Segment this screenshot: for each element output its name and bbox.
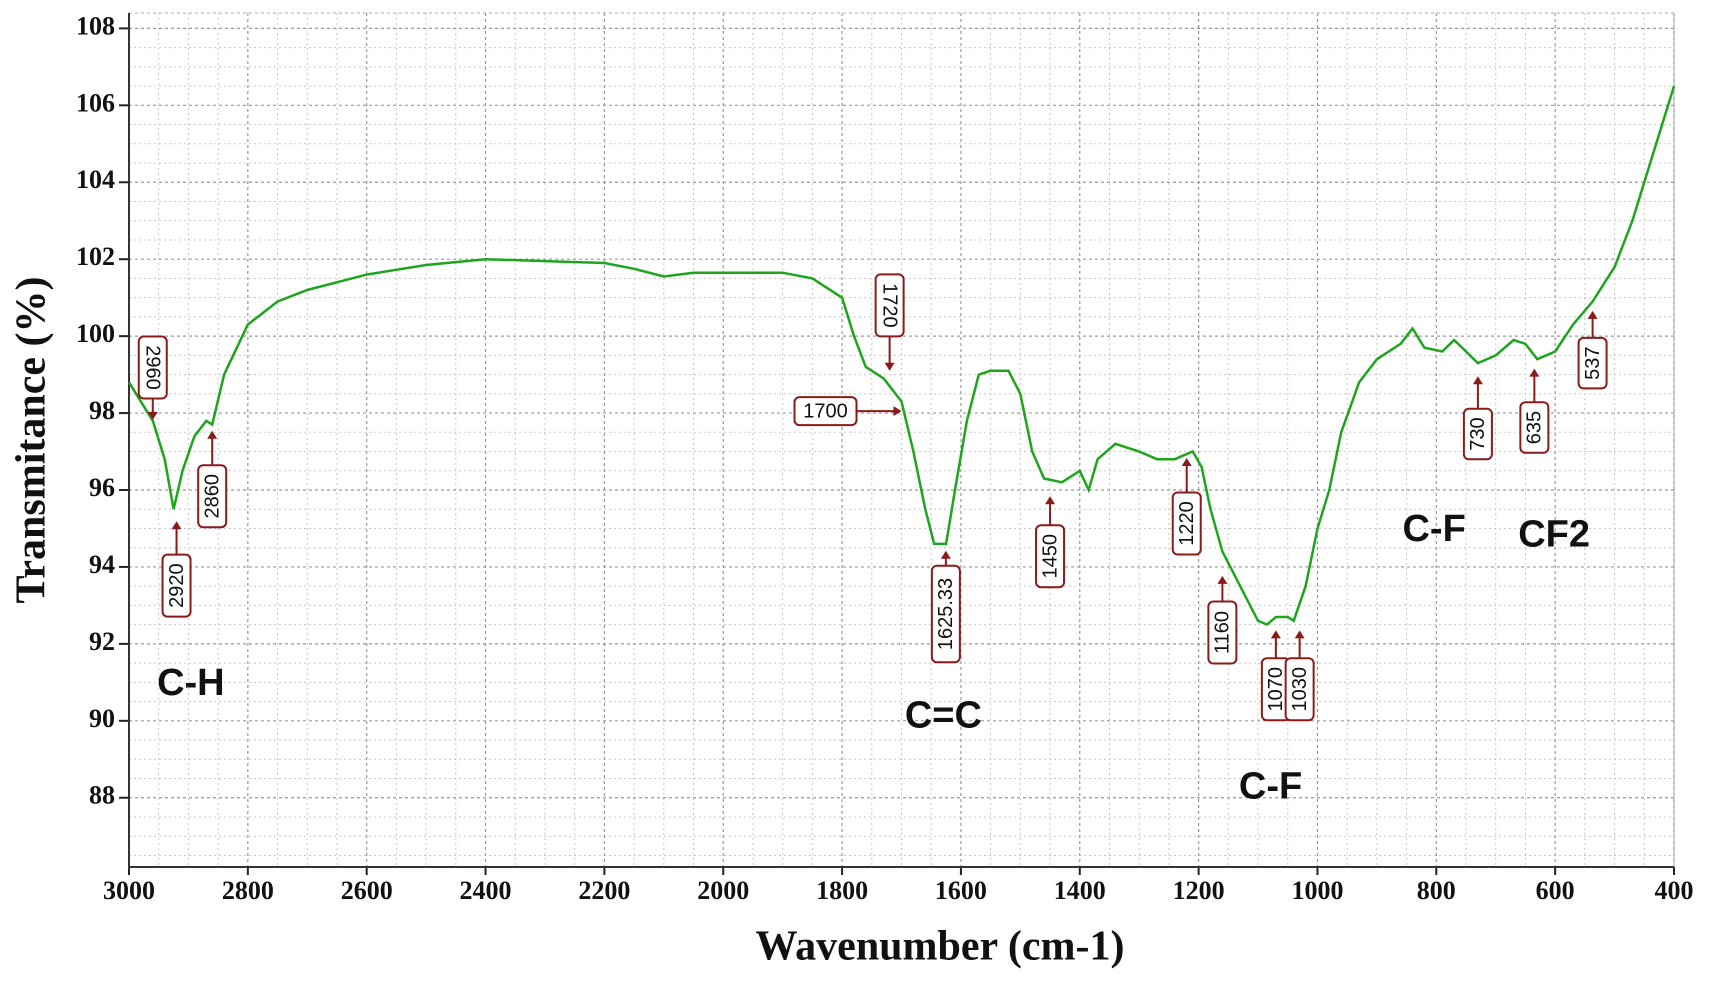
group-label: C=C — [905, 695, 982, 737]
group-label: C-F — [1402, 508, 1465, 550]
peak-arrowhead — [147, 411, 158, 420]
x-tick-label: 800 — [1417, 876, 1456, 905]
peak-arrowhead — [1587, 310, 1598, 319]
y-tick-label: 98 — [89, 396, 115, 425]
x-tick-label: 1800 — [816, 876, 868, 905]
x-tick-label: 2600 — [341, 876, 393, 905]
peak-annotation: 1450 — [1035, 496, 1066, 589]
peak-annotation: 1625.33 — [930, 550, 961, 664]
peak-annotation: 730 — [1462, 376, 1493, 461]
group-label: C-H — [157, 662, 225, 704]
x-tick-label: 2400 — [460, 876, 512, 905]
peak-label: 730 — [1467, 417, 1489, 450]
peak-annotation: 2960 — [137, 335, 168, 420]
peak-arrowhead — [1181, 458, 1192, 467]
peak-arrowhead — [207, 430, 218, 439]
peak-label: 1625.33 — [935, 578, 957, 650]
x-axis-title: Wavenumber (cm-1) — [756, 924, 1125, 970]
x-tick-label: 1600 — [935, 876, 987, 905]
peak-label: 1160 — [1212, 611, 1234, 654]
peak-arrowhead — [940, 550, 951, 559]
peak-annotation: 2860 — [197, 430, 228, 529]
x-tick-label: 2200 — [578, 876, 630, 905]
peak-annotation: 537 — [1577, 310, 1608, 390]
group-label: CF2 — [1518, 514, 1590, 556]
spectrum-line — [127, 85, 1676, 627]
x-tick-label: 2000 — [697, 876, 749, 905]
peak-label: 1700 — [803, 400, 848, 422]
x-tick-label: 1400 — [1054, 876, 1106, 905]
peak-label: 2920 — [166, 563, 188, 608]
peak-annotation: 1160 — [1207, 575, 1238, 665]
y-tick-label: 92 — [89, 627, 115, 656]
x-tick-label: 1200 — [1173, 876, 1225, 905]
peak-label: 1030 — [1289, 667, 1311, 712]
peak-label: 2960 — [141, 345, 163, 390]
x-tick-label: 2800 — [222, 876, 274, 905]
peak-arrowhead — [884, 362, 895, 371]
peak-annotation: 635 — [1519, 368, 1550, 454]
peak-label: 635 — [1524, 411, 1546, 444]
group-label: C-F — [1239, 766, 1302, 808]
peak-arrowhead — [1270, 630, 1281, 639]
peak-arrowhead — [1294, 630, 1305, 639]
peak-arrowhead — [1472, 376, 1483, 385]
peak-annotation: 2920 — [161, 521, 192, 618]
y-tick-label: 108 — [76, 11, 115, 40]
y-tick-label: 106 — [76, 88, 115, 117]
y-tick-label: 104 — [76, 165, 115, 194]
peak-annotation: 1220 — [1171, 458, 1202, 556]
peak-annotation: 1720 — [874, 273, 905, 371]
x-tick-label: 400 — [1655, 876, 1694, 905]
y-tick-label: 100 — [76, 319, 115, 348]
peak-label: 2860 — [201, 474, 223, 519]
peak-annotation: 1030 — [1284, 630, 1315, 722]
y-tick-label: 90 — [89, 704, 115, 733]
y-tick-label: 94 — [89, 550, 115, 579]
peak-arrowhead — [1045, 496, 1056, 505]
peak-label: 1450 — [1039, 534, 1061, 579]
peak-annotation: 1700 — [793, 396, 902, 427]
peak-label: 1720 — [878, 283, 900, 328]
y-axis-title: Transmitance (%) — [9, 277, 55, 604]
peak-arrowhead — [171, 521, 182, 530]
peak-label: 1070 — [1265, 667, 1287, 712]
x-tick-label: 1000 — [1291, 876, 1343, 905]
y-tick-label: 102 — [76, 242, 115, 271]
x-tick-label: 600 — [1536, 876, 1575, 905]
peak-label: 537 — [1582, 346, 1604, 379]
y-tick-label: 96 — [89, 473, 115, 502]
peak-label: 1220 — [1176, 501, 1198, 546]
peak-annotation: 1070 — [1260, 630, 1291, 722]
peak-arrowhead — [1529, 368, 1540, 377]
peak-arrowhead — [893, 406, 902, 417]
peak-arrowhead — [1217, 575, 1228, 584]
x-tick-label: 3000 — [103, 876, 155, 905]
y-tick-label: 88 — [89, 781, 115, 810]
